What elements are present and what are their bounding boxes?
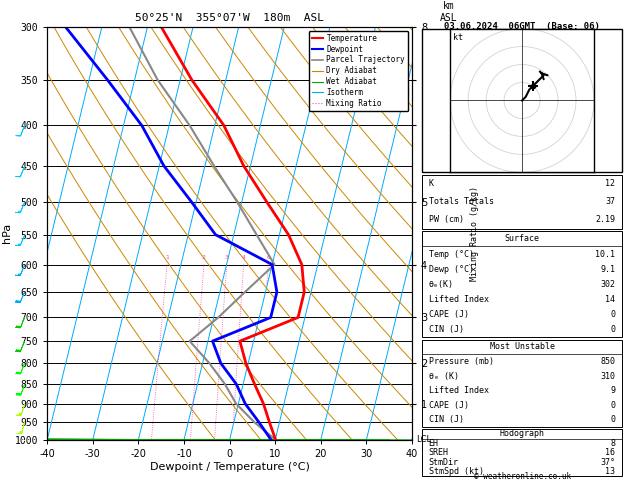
- Text: 0: 0: [611, 415, 615, 424]
- Text: CAPE (J): CAPE (J): [429, 310, 469, 319]
- Text: 850: 850: [601, 357, 615, 366]
- Text: Surface: Surface: [504, 234, 540, 243]
- Text: K: K: [429, 179, 433, 188]
- Text: 37: 37: [606, 197, 615, 207]
- Text: 13: 13: [606, 467, 615, 476]
- Text: 37°: 37°: [601, 458, 615, 467]
- Bar: [423, 29, 621, 173]
- Text: SREH: SREH: [429, 449, 448, 457]
- Text: 12: 12: [606, 179, 615, 188]
- Text: Lifted Index: Lifted Index: [429, 386, 489, 395]
- Text: θₑ (K): θₑ (K): [429, 372, 459, 381]
- Text: 50°25'N  355°07'W  180m  ASL: 50°25'N 355°07'W 180m ASL: [135, 13, 324, 22]
- Text: Temp (°C): Temp (°C): [429, 249, 474, 259]
- Bar: [423, 175, 621, 229]
- Text: 6: 6: [266, 255, 270, 260]
- Legend: Temperature, Dewpoint, Parcel Trajectory, Dry Adiabat, Wet Adiabat, Isotherm, Mi: Temperature, Dewpoint, Parcel Trajectory…: [309, 31, 408, 111]
- Text: 0: 0: [611, 310, 615, 319]
- Text: 8: 8: [611, 439, 615, 448]
- Text: 3: 3: [225, 255, 229, 260]
- Text: 03.06.2024  06GMT  (Base: 06): 03.06.2024 06GMT (Base: 06): [444, 21, 600, 31]
- Text: Most Unstable: Most Unstable: [489, 343, 555, 351]
- Text: CAPE (J): CAPE (J): [429, 400, 469, 410]
- Text: 2: 2: [202, 255, 206, 260]
- Text: Pressure (mb): Pressure (mb): [429, 357, 494, 366]
- Text: LCL: LCL: [416, 435, 431, 444]
- Text: 4: 4: [242, 255, 245, 260]
- Text: © weatheronline.co.uk: © weatheronline.co.uk: [474, 472, 571, 481]
- Text: StmDir: StmDir: [429, 458, 459, 467]
- Text: 16: 16: [606, 449, 615, 457]
- Text: EH: EH: [429, 439, 438, 448]
- Text: PW (cm): PW (cm): [429, 215, 464, 225]
- Bar: [423, 340, 621, 427]
- Text: Hodograph: Hodograph: [499, 430, 545, 438]
- Text: Mixing Ratio (g/kg): Mixing Ratio (g/kg): [469, 186, 479, 281]
- Text: StmSpd (kt): StmSpd (kt): [429, 467, 484, 476]
- Text: CIN (J): CIN (J): [429, 415, 464, 424]
- Text: kt: kt: [453, 33, 463, 42]
- Text: 1: 1: [165, 255, 169, 260]
- Text: 9.1: 9.1: [601, 265, 615, 274]
- Text: Dewp (°C): Dewp (°C): [429, 265, 474, 274]
- Bar: [423, 231, 621, 337]
- Text: 9: 9: [611, 386, 615, 395]
- Y-axis label: hPa: hPa: [2, 223, 12, 243]
- Text: CIN (J): CIN (J): [429, 325, 464, 334]
- Text: 2.19: 2.19: [596, 215, 615, 225]
- Text: θₑ(K): θₑ(K): [429, 280, 454, 289]
- Text: 0: 0: [611, 400, 615, 410]
- X-axis label: Dewpoint / Temperature (°C): Dewpoint / Temperature (°C): [150, 462, 309, 471]
- Text: Lifted Index: Lifted Index: [429, 295, 489, 304]
- Text: Totals Totals: Totals Totals: [429, 197, 494, 207]
- Text: km
ASL: km ASL: [440, 1, 457, 22]
- Text: 0: 0: [611, 325, 615, 334]
- Text: 14: 14: [606, 295, 615, 304]
- Text: 10.1: 10.1: [596, 249, 615, 259]
- Text: 310: 310: [601, 372, 615, 381]
- Text: 302: 302: [601, 280, 615, 289]
- Bar: [423, 429, 621, 476]
